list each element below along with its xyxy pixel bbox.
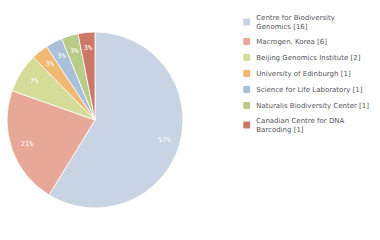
svg-text:Science for Life Laboratory [1: Science for Life Laboratory [1] [256,86,363,94]
svg-text:Naturalis Biodiversity Center: Naturalis Biodiversity Center [1] [256,102,369,110]
svg-text:Barcoding [1]: Barcoding [1] [256,126,304,134]
svg-text:Macrogen, Korea [6]: Macrogen, Korea [6] [256,38,327,46]
svg-text:Canadian Centre for DNA: Canadian Centre for DNA [256,117,344,125]
svg-text:3%: 3% [57,52,66,60]
svg-text:7%: 7% [30,77,39,85]
svg-text:3%: 3% [84,44,93,52]
svg-text:Beijing Genomics Institute [2]: Beijing Genomics Institute [2] [256,54,360,62]
svg-text:21%: 21% [21,140,34,148]
svg-text:57%: 57% [158,136,171,144]
svg-text:3%: 3% [70,47,79,55]
svg-text:University of Edinburgh [1]: University of Edinburgh [1] [256,70,351,78]
svg-text:Genomics [16]: Genomics [16] [256,23,308,31]
svg-text:Centre for Biodiversity: Centre for Biodiversity [256,14,335,22]
svg-text:3%: 3% [46,60,55,68]
